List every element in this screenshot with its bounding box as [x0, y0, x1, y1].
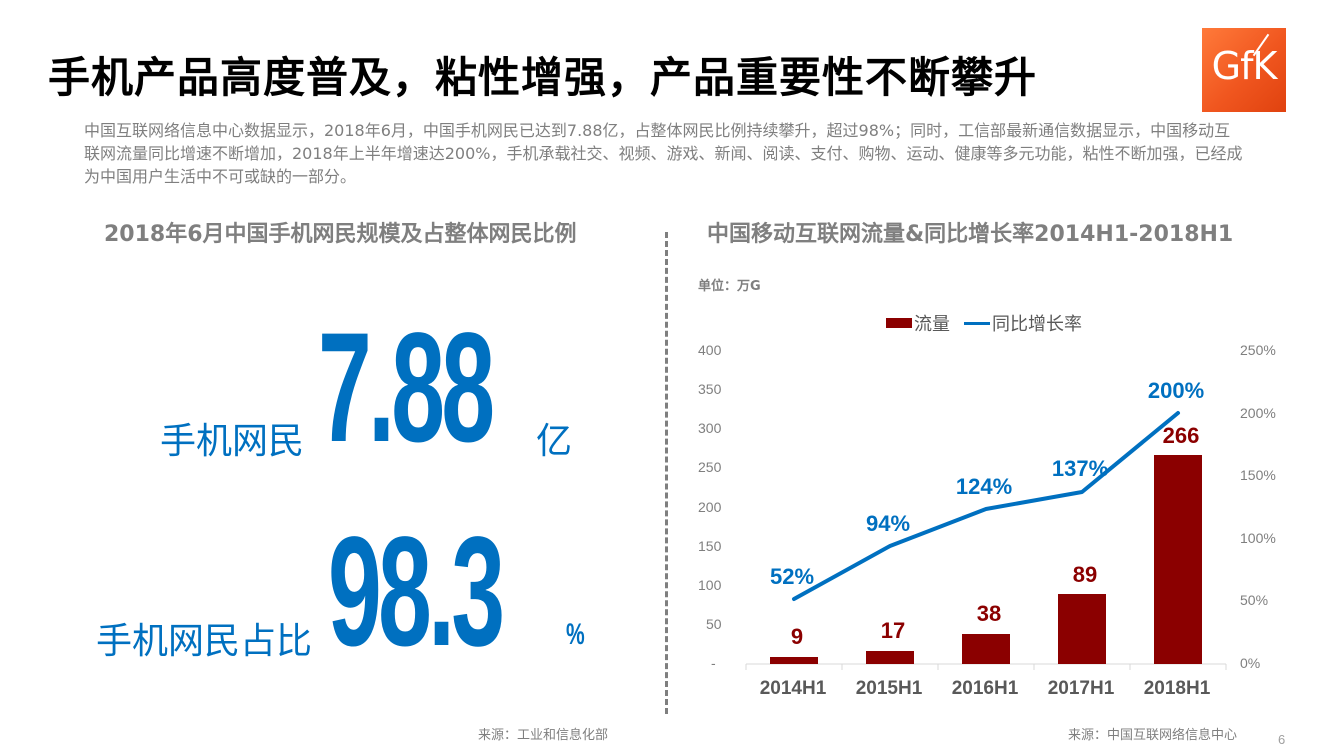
y-tick: - [711, 655, 716, 671]
legend-bar-label: 流量 [914, 314, 950, 335]
stat1-label: 手机网民 [160, 421, 305, 462]
description-paragraph: 中国互联网络信息中心数据显示，2018年6月，中国手机网民已达到7.88亿，占整… [84, 121, 1243, 186]
y-tick: 350 [698, 381, 722, 397]
legend-bar-swatch [886, 318, 912, 328]
stat1-value: 7.88 [318, 301, 495, 475]
y-tick: 200 [698, 499, 722, 515]
line-value-label: 52% [769, 564, 815, 589]
chart-plot-area [745, 411, 1227, 670]
x-tick: 2015H1 [855, 678, 923, 699]
y-tick: 50 [706, 616, 722, 632]
left-source: 来源：工业和信息化部 [478, 728, 609, 743]
bar-2014H1 [770, 657, 818, 664]
page-title: 手机产品高度普及，粘性增强，产品重要性不断攀升 [48, 53, 1038, 102]
bar-2017H1 [1058, 594, 1106, 664]
bar-2015H1 [866, 651, 914, 664]
bar-value-label: 89 [1072, 562, 1098, 587]
legend-line-label: 同比增长率 [992, 314, 1082, 335]
y2-tick: 0% [1240, 655, 1261, 671]
y-tick: 100 [698, 577, 722, 593]
left-panel-title: 2018年6月中国手机网民规模及占整体网民比例 [104, 222, 577, 247]
stat2-unit: % [566, 618, 585, 651]
x-tick: 2018H1 [1143, 678, 1211, 699]
bar-value-label: 266 [1162, 423, 1200, 448]
bar-value-label: 17 [880, 618, 906, 643]
x-tick: 2014H1 [759, 678, 827, 699]
line-value-label: 124% [955, 474, 1013, 499]
growth-rate-line [792, 411, 1180, 601]
bar-2016H1 [962, 634, 1010, 664]
y-tick: 300 [698, 420, 722, 436]
x-tick: 2016H1 [951, 678, 1019, 699]
y2-tick: 100% [1240, 530, 1276, 546]
y2-tick: 200% [1240, 405, 1276, 421]
line-value-label: 200% [1147, 378, 1205, 403]
line-value-label: 94% [865, 511, 911, 536]
y2-tick: 250% [1240, 342, 1276, 358]
line-value-label: 137% [1051, 456, 1109, 481]
logo-text: GfK [1211, 44, 1278, 88]
bar-value-label: 9 [790, 624, 804, 649]
bar-2018H1 [1154, 455, 1202, 664]
stat2-label: 手机网民占比 [96, 621, 313, 662]
page-number: 6 [1278, 732, 1286, 747]
y-tick: 150 [698, 538, 722, 554]
chart-legend: 流量 同比增长率 [886, 310, 1082, 336]
right-panel-title: 中国移动互联网流量&同比增长率2014H1-2018H1 [707, 222, 1234, 247]
y-tick: 250 [698, 459, 722, 475]
stat-mobile-share: 手机网民占比 98.3 % [96, 514, 616, 670]
bar-value-label: 38 [976, 601, 1002, 626]
stat-mobile-users: 手机网民 7.88 亿 [160, 310, 620, 466]
x-tick: 2017H1 [1047, 678, 1115, 699]
panel-divider [665, 232, 668, 714]
stat2-value: 98.3 [328, 505, 505, 679]
y2-tick: 50% [1240, 592, 1269, 608]
right-source: 来源：中国互联网络信息中心 [1068, 728, 1238, 743]
gfk-logo: GfK [1202, 28, 1286, 112]
legend-line-swatch [964, 321, 990, 325]
unit-label: 单位：万G [698, 279, 761, 294]
stat1-unit: 亿 [536, 421, 573, 462]
y-tick: 400 [698, 342, 722, 358]
y2-tick: 150% [1240, 467, 1276, 483]
